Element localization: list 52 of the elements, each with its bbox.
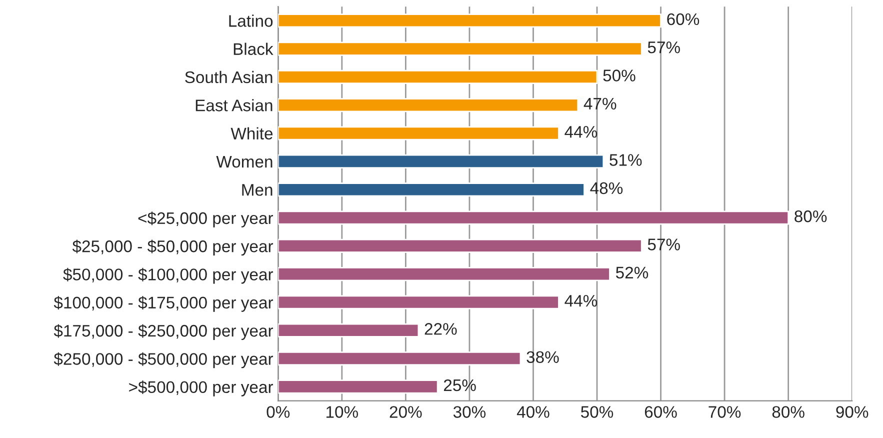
- data-label: 51%: [610, 154, 642, 166]
- bar: [278, 323, 420, 338]
- bar: [278, 154, 604, 168]
- data-label: 47%: [584, 98, 616, 110]
- x-tick-label: 10%: [326, 406, 358, 418]
- data-label: 25%: [444, 379, 476, 392]
- bar: [278, 70, 598, 84]
- y-tick-label: $175,000 - $250,000 per year: [54, 324, 274, 340]
- bar: [278, 267, 610, 282]
- bar: [278, 182, 585, 197]
- bar: [278, 238, 642, 253]
- y-tick-label: <$25,000 per year: [138, 212, 274, 228]
- data-label: 38%: [526, 351, 559, 364]
- y-tick-label: Latino: [229, 14, 273, 27]
- data-label: 44%: [564, 126, 598, 138]
- bar: [278, 352, 522, 366]
- bar: [278, 380, 438, 394]
- data-label: 22%: [424, 323, 457, 335]
- x-tick-label: 70%: [708, 406, 741, 418]
- data-label: 48%: [590, 182, 623, 194]
- y-tick-label: White: [230, 127, 273, 140]
- x-tick-label: 30%: [453, 406, 486, 418]
- x-tick-label: 90%: [836, 406, 868, 418]
- data-label: 52%: [616, 266, 648, 279]
- bar: [278, 14, 662, 28]
- y-tick-label: >$500,000 per year: [129, 380, 274, 396]
- data-label: 57%: [648, 238, 680, 250]
- y-tick-label: $100,000 - $175,000 per year: [54, 296, 274, 312]
- data-label: 50%: [603, 70, 636, 82]
- bar: [278, 126, 560, 140]
- y-tick-label: Women: [216, 156, 272, 168]
- x-tick-label: 40%: [516, 406, 550, 418]
- y-tick-label: Black: [234, 42, 274, 56]
- x-tick-label: 20%: [390, 406, 422, 418]
- bar: [278, 210, 790, 225]
- bar: [278, 98, 579, 112]
- bar: [278, 42, 642, 56]
- bar: [278, 295, 560, 310]
- x-tick-label: 60%: [644, 406, 677, 418]
- y-tick-label: South Asian: [185, 70, 272, 84]
- y-tick-label: East Asian: [196, 99, 272, 112]
- data-label: 80%: [794, 210, 827, 222]
- x-tick-label: 80%: [772, 406, 804, 418]
- y-tick-label: $250,000 - $500,000 per year: [54, 352, 274, 368]
- data-label: 57%: [648, 42, 680, 54]
- y-tick-label: Men: [242, 184, 272, 196]
- x-tick-label: 0%: [266, 406, 290, 418]
- data-label: 60%: [667, 13, 700, 26]
- data-label: 44%: [564, 294, 598, 307]
- x-tick-label: 50%: [580, 406, 614, 418]
- y-tick-label: $25,000 - $50,000 per year: [72, 240, 274, 256]
- y-tick-label: $50,000 - $100,000 per year: [63, 268, 274, 284]
